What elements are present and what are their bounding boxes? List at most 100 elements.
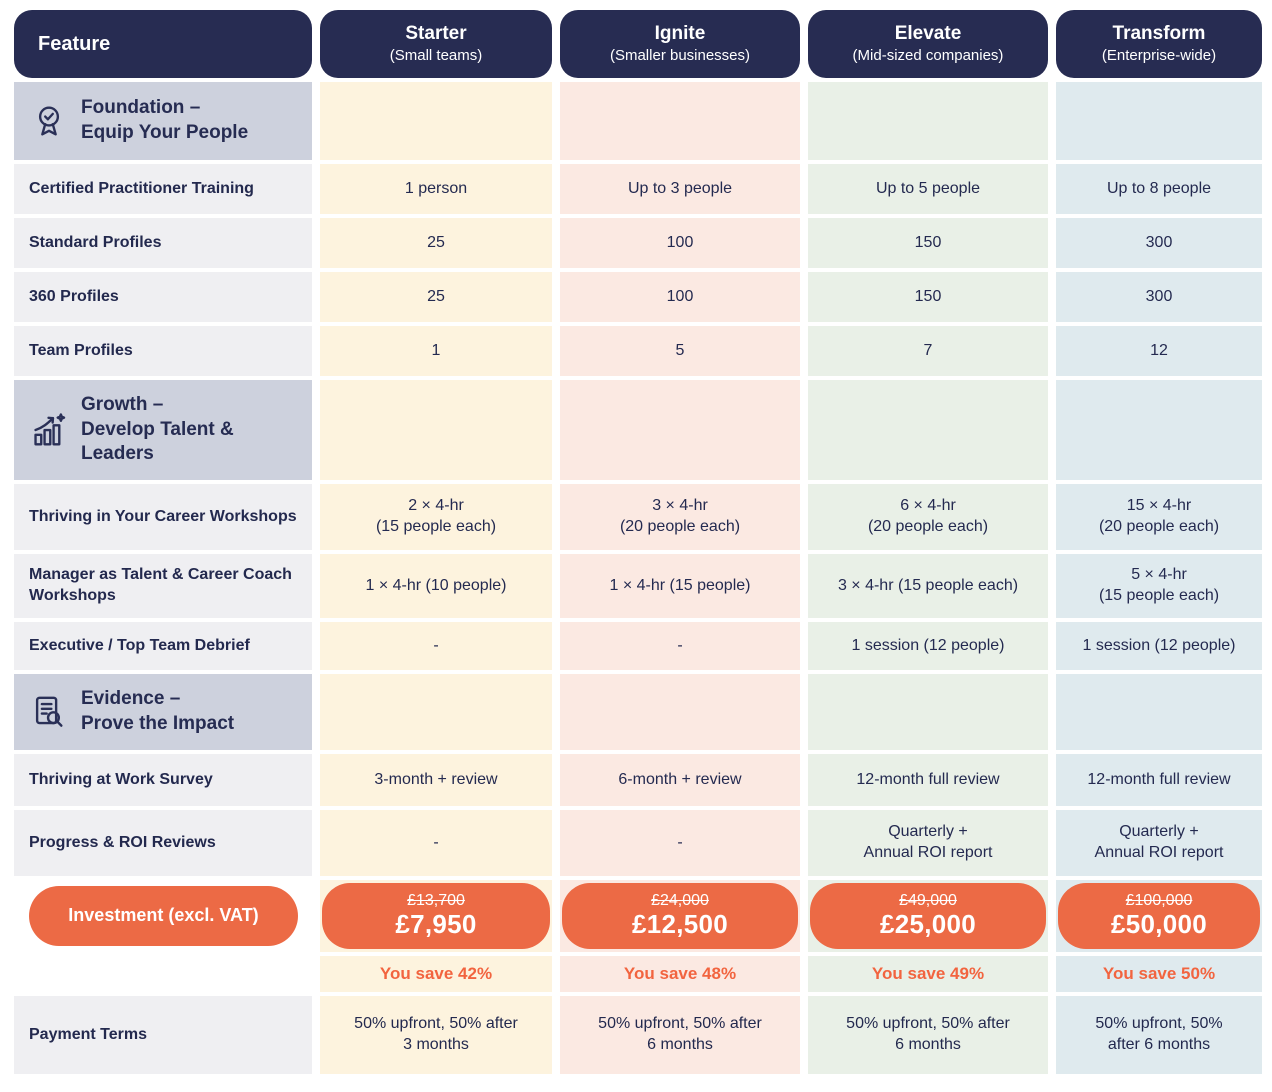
value-cell: 5 (560, 326, 800, 376)
value-cell: 100 (560, 272, 800, 322)
value-cell: - (560, 622, 800, 670)
plan-subtitle: (Enterprise-wide) (1101, 47, 1217, 65)
section-header-foundation: Foundation – Equip Your People (14, 82, 312, 160)
original-price: £100,000 (1125, 891, 1193, 909)
payment-terms-cell: 50% upfront, 50% after 3 months (320, 996, 552, 1074)
section-title: Growth – Develop Talent & Leaders (81, 393, 234, 465)
value-cell: 1 × 4-hr (15 people) (560, 554, 800, 618)
value-cell: 3 × 4-hr (15 people each) (808, 554, 1048, 618)
value-cell: Quarterly + Annual ROI report (808, 810, 1048, 876)
section-row-growth: Growth – Develop Talent & Leaders (14, 380, 1262, 480)
value-cell: - (560, 810, 800, 876)
value-cell: 6 × 4-hr (20 people each) (808, 484, 1048, 550)
feature-row-progress-roi-reviews: Progress & ROI Reviews - - Quarterly + A… (14, 810, 1262, 876)
feature-label: Progress & ROI Reviews (14, 810, 312, 876)
payment-terms-row: Payment Terms 50% upfront, 50% after 3 m… (14, 996, 1262, 1074)
value-cell: - (320, 810, 552, 876)
section-spacer-cell (1056, 674, 1262, 750)
section-title: Evidence – Prove the Impact (81, 688, 235, 734)
section-spacer-cell (808, 82, 1048, 160)
value-cell: 1 (320, 326, 552, 376)
award-ribbon-icon (29, 102, 69, 140)
value-cell: Quarterly + Annual ROI report (1056, 810, 1262, 876)
value-cell: 1 person (320, 164, 552, 214)
price-pill: £100,000 £50,000 (1058, 883, 1260, 949)
discounted-price: £7,950 (395, 909, 477, 940)
plan-header-ignite: Ignite (Smaller businesses) (560, 10, 800, 78)
feature-label: Team Profiles (14, 326, 312, 376)
plan-name: Starter (405, 22, 467, 44)
plan-name: Elevate (894, 22, 962, 44)
value-cell: 6-month + review (560, 754, 800, 806)
value-cell: 300 (1056, 272, 1262, 322)
feature-row-executive-debrief: Executive / Top Team Debrief - - 1 sessi… (14, 622, 1262, 670)
section-spacer-cell (560, 674, 800, 750)
investment-label-pill: Investment (excl. VAT) (29, 886, 298, 946)
value-cell: 3 × 4-hr (20 people each) (560, 484, 800, 550)
document-search-icon (29, 693, 69, 731)
value-cell: 3-month + review (320, 754, 552, 806)
plan-name: Transform (1112, 22, 1206, 44)
price-cell-starter: £13,700 £7,950 (320, 880, 552, 952)
section-spacer-cell (560, 82, 800, 160)
original-price: £49,000 (899, 891, 957, 909)
feature-label: Certified Practitioner Training (14, 164, 312, 214)
value-cell: Up to 3 people (560, 164, 800, 214)
value-cell: 100 (560, 218, 800, 268)
value-cell: 12-month full review (808, 754, 1048, 806)
section-row-foundation: Foundation – Equip Your People (14, 82, 1262, 160)
investment-row: Investment (excl. VAT) £13,700 £7,950 £2… (14, 880, 1262, 952)
value-cell: 25 (320, 218, 552, 268)
feature-header-label: Feature (38, 33, 111, 55)
feature-label: Executive / Top Team Debrief (14, 622, 312, 670)
section-header-growth: Growth – Develop Talent & Leaders (14, 380, 312, 480)
plan-header-transform: Transform (Enterprise-wide) (1056, 10, 1262, 78)
plan-subtitle: (Small teams) (389, 47, 483, 65)
feature-row-certified-practitioner-training: Certified Practitioner Training 1 person… (14, 164, 1262, 214)
value-cell: 7 (808, 326, 1048, 376)
plan-name: Ignite (654, 22, 706, 44)
value-cell: - (320, 622, 552, 670)
section-spacer-cell (808, 674, 1048, 750)
original-price: £13,700 (407, 891, 465, 909)
price-pill: £49,000 £25,000 (810, 883, 1046, 949)
payment-terms-cell: 50% upfront, 50% after 6 months (808, 996, 1048, 1074)
discounted-price: £25,000 (879, 909, 977, 940)
value-cell: 5 × 4-hr (15 people each) (1056, 554, 1262, 618)
savings-badge: You save 50% (1056, 956, 1262, 992)
section-spacer-cell (320, 674, 552, 750)
plan-header-starter: Starter (Small teams) (320, 10, 552, 78)
section-row-evidence: Evidence – Prove the Impact (14, 674, 1262, 750)
value-cell: 12 (1056, 326, 1262, 376)
plan-header-elevate: Elevate (Mid-sized companies) (808, 10, 1048, 78)
price-pill: £13,700 £7,950 (322, 883, 550, 949)
section-header-evidence: Evidence – Prove the Impact (14, 674, 312, 750)
price-cell-elevate: £49,000 £25,000 (808, 880, 1048, 952)
section-spacer-cell (1056, 380, 1262, 480)
value-cell: 1 session (12 people) (1056, 622, 1262, 670)
feature-label: Standard Profiles (14, 218, 312, 268)
value-cell: 1 × 4-hr (10 people) (320, 554, 552, 618)
feature-row-team-profiles: Team Profiles 1 5 7 12 (14, 326, 1262, 376)
section-spacer-cell (560, 380, 800, 480)
feature-label: Thriving in Your Career Workshops (14, 484, 312, 550)
feature-row-manager-coach-workshops: Manager as Talent & Career Coach Worksho… (14, 554, 1262, 618)
value-cell: 150 (808, 272, 1048, 322)
payment-terms-cell: 50% upfront, 50% after 6 months (560, 996, 800, 1074)
value-cell: 2 × 4-hr (15 people each) (320, 484, 552, 550)
original-price: £24,000 (651, 891, 709, 909)
value-cell: 12-month full review (1056, 754, 1262, 806)
section-spacer-cell (808, 380, 1048, 480)
feature-column-header: Feature (14, 10, 312, 78)
savings-badge: You save 49% (808, 956, 1048, 992)
section-spacer-cell (320, 380, 552, 480)
feature-row-standard-profiles: Standard Profiles 25 100 150 300 (14, 218, 1262, 268)
price-cell-ignite: £24,000 £12,500 (560, 880, 800, 952)
price-cell-transform: £100,000 £50,000 (1056, 880, 1262, 952)
feature-row-thriving-career-workshops: Thriving in Your Career Workshops 2 × 4-… (14, 484, 1262, 550)
savings-badge: You save 48% (560, 956, 800, 992)
feature-label: Payment Terms (14, 996, 312, 1074)
payment-terms-cell: 50% upfront, 50% after 6 months (1056, 996, 1262, 1074)
value-cell: 150 (808, 218, 1048, 268)
